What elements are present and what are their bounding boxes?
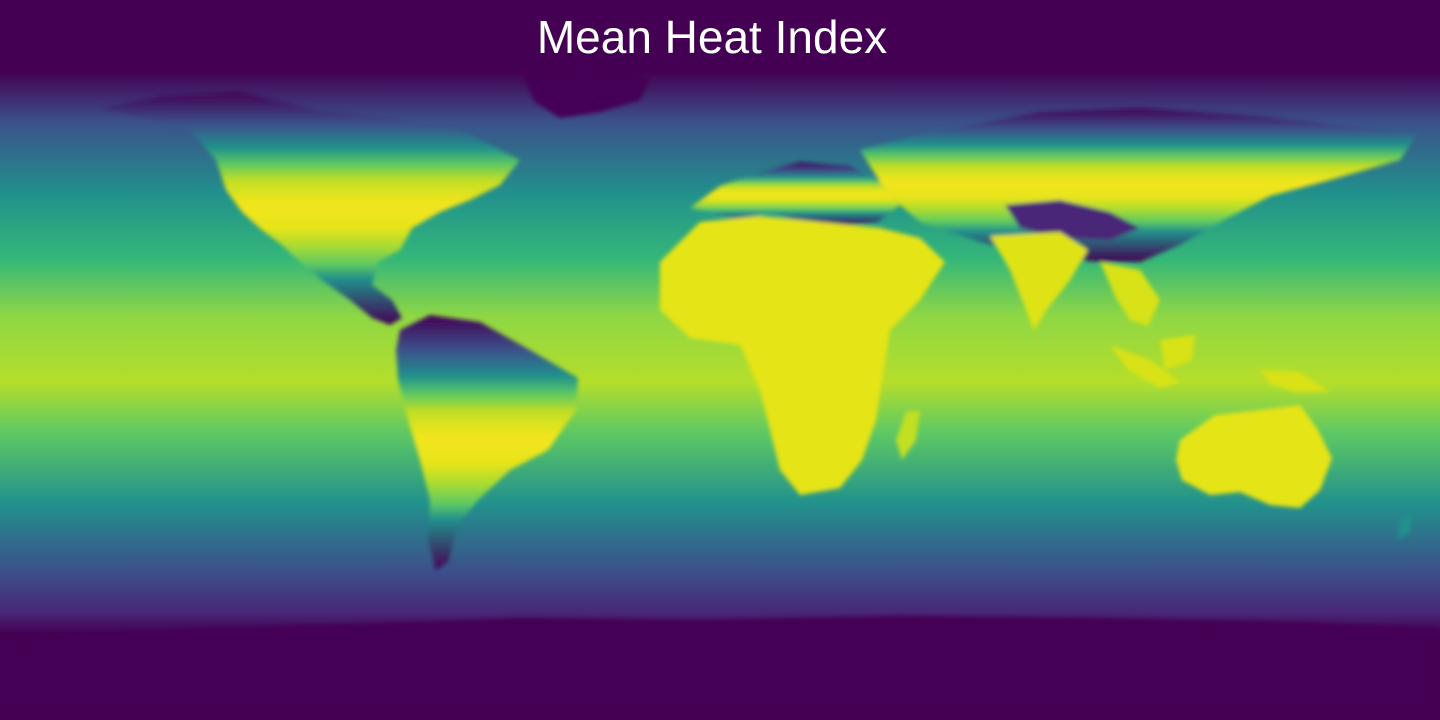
land-greenland xyxy=(520,62,650,118)
land-new-zealand xyxy=(1398,512,1412,540)
land-indonesia xyxy=(1110,335,1330,392)
map-title: Mean Heat Index xyxy=(536,11,888,63)
land-india xyxy=(990,232,1088,330)
land-madagascar xyxy=(896,410,920,460)
land-north-america xyxy=(100,92,520,325)
land-tibet-highland xyxy=(1005,200,1140,240)
land-europe xyxy=(690,162,900,226)
land-southeast-asia xyxy=(1100,262,1160,326)
land-australia xyxy=(1176,405,1332,508)
land-asia xyxy=(860,108,1420,262)
land-antarctica xyxy=(0,616,1440,720)
land-south-america xyxy=(396,315,578,570)
land-africa xyxy=(660,216,945,495)
land-layer xyxy=(0,62,1440,720)
